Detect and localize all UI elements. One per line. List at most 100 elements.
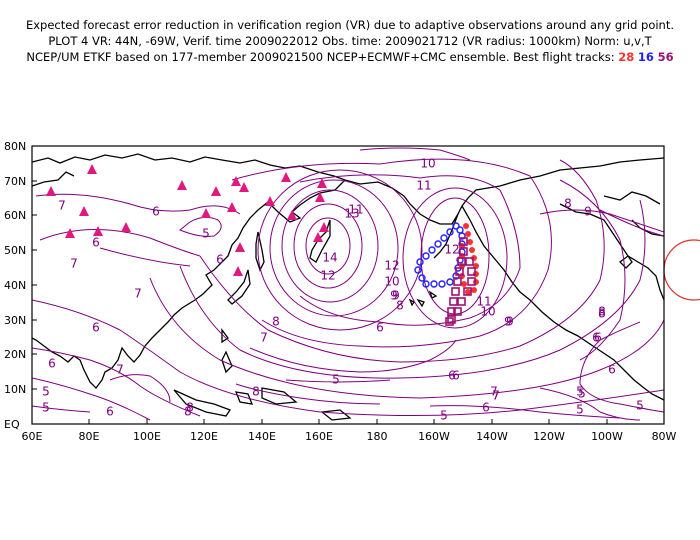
- plot-title-line-3: NCEP/UM ETKF based on 177-member 2009021…: [0, 50, 700, 64]
- x-tick-label: 120E: [190, 430, 218, 443]
- contour-label: 6: [216, 253, 224, 267]
- coastlines: [32, 153, 664, 421]
- plot-title-line-2: PLOT 4 VR: 44N, -69W, Verif. time 200902…: [48, 34, 652, 48]
- verification-region-circle: [663, 239, 700, 301]
- x-tick-label: 80W: [652, 430, 677, 443]
- contour-label: 8: [598, 305, 606, 319]
- contour-label: 7: [492, 389, 500, 403]
- contour-label: 7: [134, 287, 142, 301]
- triangle-marker: [239, 182, 249, 192]
- contour-label: 5: [42, 401, 50, 415]
- contour-label: 11: [348, 203, 363, 217]
- contour-label: 12: [444, 243, 459, 257]
- triangle-marker: [46, 186, 56, 196]
- triangle-marker: [177, 180, 187, 190]
- flight-track-56: [445, 237, 476, 326]
- triangle-marker: [121, 222, 131, 232]
- x-tick-label: 80E: [79, 430, 100, 443]
- y-tick-label: 40N: [4, 279, 26, 292]
- y-tick-label: 60N: [4, 209, 26, 222]
- contour-label: 8: [184, 405, 192, 419]
- contour-label: 5: [576, 385, 584, 399]
- contour-labels: 7 6 6 5 6 7 8 9 10 11 12 13 14 12 11 10 …: [42, 157, 644, 423]
- x-tick-label: 160E: [305, 430, 333, 443]
- triangle-marker: [93, 226, 103, 236]
- y-tick-label: 10N: [4, 383, 26, 396]
- contour-label: 8: [272, 315, 280, 329]
- plot-title-line-1: Expected forecast error reduction in ver…: [25, 18, 675, 32]
- triangle-marker: [281, 172, 291, 182]
- triangle-marker: [313, 232, 323, 242]
- contour-label: 6: [452, 369, 460, 383]
- triangle-marker: [227, 202, 237, 212]
- contour-label: 6: [448, 369, 456, 383]
- y-tick-label: EQ: [4, 418, 20, 431]
- contour-label: 10: [384, 275, 399, 289]
- triangle-marker: [319, 222, 329, 232]
- triangle-marker: [87, 164, 97, 174]
- contour-label: 8: [598, 307, 606, 321]
- contour-label: 5: [578, 387, 586, 401]
- track-label-16: 16: [637, 50, 654, 64]
- x-tick-label: 160W: [418, 430, 450, 443]
- triangle-marker: [315, 192, 325, 202]
- contour-label: 6: [376, 321, 384, 335]
- x-tick-label: 120W: [533, 430, 565, 443]
- contour-label: 6: [48, 357, 56, 371]
- triangle-marker: [235, 242, 245, 252]
- contour-label: 5: [636, 399, 644, 413]
- x-tick-label: 100W: [591, 430, 623, 443]
- y-tick-label: 70N: [4, 175, 26, 188]
- contour-label: 9: [506, 315, 514, 329]
- y-tick-label: 80N: [4, 140, 26, 153]
- contour-label: 11: [416, 179, 431, 193]
- contour-label: 8: [186, 401, 194, 415]
- contour-label: 8: [564, 197, 572, 211]
- contour-label: 6: [592, 331, 600, 345]
- contour-label: 10: [420, 157, 435, 171]
- contour-label: 5: [332, 373, 340, 387]
- contour-label: 6: [594, 331, 602, 345]
- triangle-marker: [233, 266, 243, 276]
- x-axis-labels: 60E 80E 100E 120E 140E 160E 180 160W 140…: [22, 430, 677, 443]
- plot-title-line-3-text: NCEP/UM ETKF based on 177-member 2009021…: [26, 50, 615, 64]
- contour-label: 12: [384, 259, 399, 273]
- contour-label: 7: [58, 199, 66, 213]
- contour-label: 5: [202, 227, 210, 241]
- contour-label: 9: [390, 289, 398, 303]
- contour-label: 7: [260, 331, 268, 345]
- x-tick-label: 100E: [133, 430, 161, 443]
- contour-label: 6: [106, 405, 114, 419]
- track-label-56: 56: [657, 50, 674, 64]
- y-axis: [32, 145, 37, 425]
- contour-label: 12: [320, 269, 335, 283]
- y-axis-labels: EQ 10N 20N 30N 40N 50N 60N 70N 80N: [4, 140, 26, 431]
- contour-lines: [32, 147, 664, 421]
- contour-label: 5: [576, 403, 584, 417]
- triangle-marker: [317, 178, 327, 188]
- x-tick-label: 140W: [476, 430, 508, 443]
- contour-label: 6: [152, 205, 160, 219]
- contour-label: 7: [490, 385, 498, 399]
- triangle-marker: [211, 186, 221, 196]
- triangle-marker: [65, 228, 75, 238]
- contour-label: 13: [344, 207, 359, 221]
- contour-label: 8: [396, 299, 404, 313]
- x-tick-label: 180: [367, 430, 388, 443]
- contour-label: 8: [252, 385, 260, 399]
- contour-label: 9: [392, 289, 400, 303]
- triangle-marker: [287, 210, 297, 220]
- triangle-marker: [79, 206, 89, 216]
- contour-label: 6: [482, 401, 490, 415]
- y-tick-label: 50N: [4, 244, 26, 257]
- dropsonde-markers: [46, 164, 329, 276]
- contour-label: 14: [322, 251, 337, 265]
- x-axis: [31, 419, 665, 424]
- contour-label: 7: [70, 257, 78, 271]
- x-tick-label: 140E: [248, 430, 276, 443]
- contour-label: 5: [42, 385, 50, 399]
- triangle-marker: [201, 208, 211, 218]
- contour-label: 9: [584, 205, 592, 219]
- y-tick-label: 20N: [4, 348, 26, 361]
